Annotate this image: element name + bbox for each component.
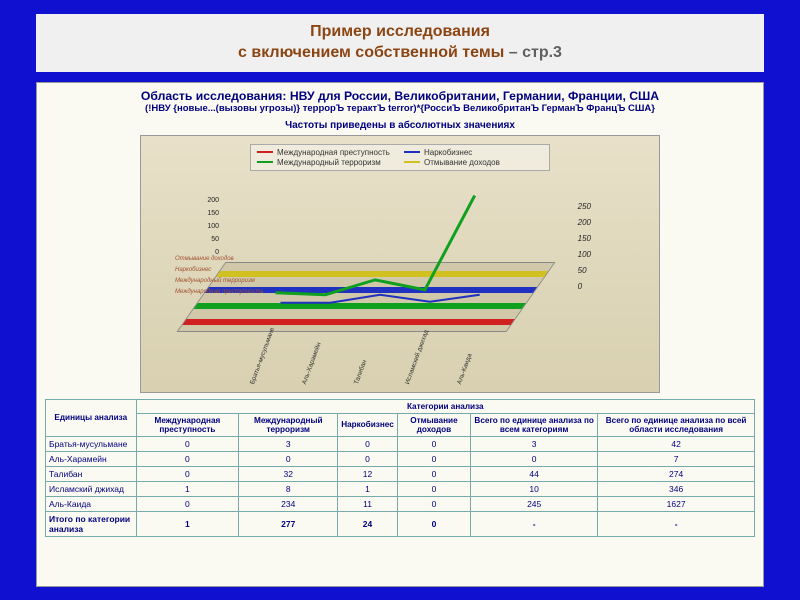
table-row: Аль-Каида02341102451627 (46, 496, 755, 511)
chart-legend: Международная преступность Наркобизнес М… (250, 144, 550, 171)
table-cell: 7 (598, 451, 755, 466)
title-line1: Пример исследования (310, 23, 490, 40)
research-query: (!НВУ {новые...(вызовы угрозы)} террорЪ … (45, 103, 755, 114)
table-cell: 0 (397, 481, 470, 496)
table-cell: 0 (136, 436, 239, 451)
title-page: – стр.3 (504, 44, 562, 61)
table-cell: 42 (598, 436, 755, 451)
table-cell: - (598, 511, 755, 536)
legend-item: Международный терроризм (257, 158, 396, 167)
table-cell: 0 (397, 466, 470, 481)
table-cell: 1627 (598, 496, 755, 511)
table-cell: 1 (136, 511, 239, 536)
table-cell: 277 (239, 511, 338, 536)
table-body: Братья-мусульмане0300342Аль-Харамейн0000… (46, 436, 755, 536)
table-cell: 0 (136, 496, 239, 511)
table-cell: 0 (397, 451, 470, 466)
research-panel: Область исследования: НВУ для России, Ве… (36, 82, 764, 587)
table-row: Талибан03212044274 (46, 466, 755, 481)
table-cell: 0 (471, 451, 598, 466)
row-label: Аль-Харамейн (46, 451, 137, 466)
table-cell: 0 (397, 436, 470, 451)
legend-item: Международная преступность (257, 148, 396, 157)
table-cell: 0 (397, 496, 470, 511)
row-label: Итого по категории анализа (46, 511, 137, 536)
row-label: Аль-Каида (46, 496, 137, 511)
legend-swatch (257, 151, 273, 153)
title-line2: с включением собственной темы (238, 44, 504, 61)
table-cell: 11 (338, 496, 398, 511)
table-cell: 8 (239, 481, 338, 496)
table-cell: 24 (338, 511, 398, 536)
row-label: Братья-мусульмане (46, 436, 137, 451)
chart-3d: Международная преступность Наркобизнес М… (140, 135, 660, 393)
table-cell: 234 (239, 496, 338, 511)
legend-swatch (257, 161, 273, 163)
table-row: Братья-мусульмане0300342 (46, 436, 755, 451)
table-cell: 0 (136, 451, 239, 466)
table-row: Исламский джихад181010346 (46, 481, 755, 496)
row-header-col: Единицы анализа (46, 399, 137, 436)
table-row: Аль-Харамейн000007 (46, 451, 755, 466)
research-title: Область исследования: НВУ для России, Ве… (45, 89, 755, 103)
table-cell: 32 (239, 466, 338, 481)
table-cell: 10 (471, 481, 598, 496)
table-cell: 12 (338, 466, 398, 481)
table-cell: 0 (338, 451, 398, 466)
table-cell: 0 (136, 466, 239, 481)
column-headers: Международная преступность Международный… (46, 413, 755, 436)
row-label: Исламский джихад (46, 481, 137, 496)
table-cell: 0 (397, 511, 470, 536)
x-category-labels: Братья-мусульмане Аль-Харамейн Талибан И… (249, 383, 466, 390)
table-cell: 1 (136, 481, 239, 496)
table-cell: 1 (338, 481, 398, 496)
slide: Пример исследования с включением собстве… (0, 0, 800, 600)
z-stripe (194, 303, 526, 309)
table-cell: 3 (239, 436, 338, 451)
legend-item: Отмывание доходов (404, 158, 543, 167)
table-cell: 44 (471, 466, 598, 481)
z-stripe (182, 319, 514, 325)
data-table: Единицы анализа Категории анализа Междун… (45, 399, 755, 537)
table-cell: 274 (598, 466, 755, 481)
y-axis-left: 200 150 100 50 0 (195, 197, 219, 262)
legend-swatch (404, 151, 420, 153)
table-total-row: Итого по категории анализа1277240-- (46, 511, 755, 536)
table-cell: 3 (471, 436, 598, 451)
super-header: Категории анализа (136, 399, 754, 413)
title-bar: Пример исследования с включением собстве… (36, 14, 764, 72)
table-cell: - (471, 511, 598, 536)
row-label: Талибан (46, 466, 137, 481)
table-cell: 346 (598, 481, 755, 496)
legend-swatch (404, 161, 420, 163)
frequency-note: Частоты приведены в абсолютных значениях (45, 120, 755, 131)
table-cell: 245 (471, 496, 598, 511)
legend-item: Наркобизнес (404, 148, 543, 157)
y-axis-right: 250 200 150 100 50 0 (578, 202, 591, 298)
table-cell: 0 (239, 451, 338, 466)
table-cell: 0 (338, 436, 398, 451)
z-category-labels: Отмывание доходов Наркобизнес Международ… (175, 256, 375, 300)
